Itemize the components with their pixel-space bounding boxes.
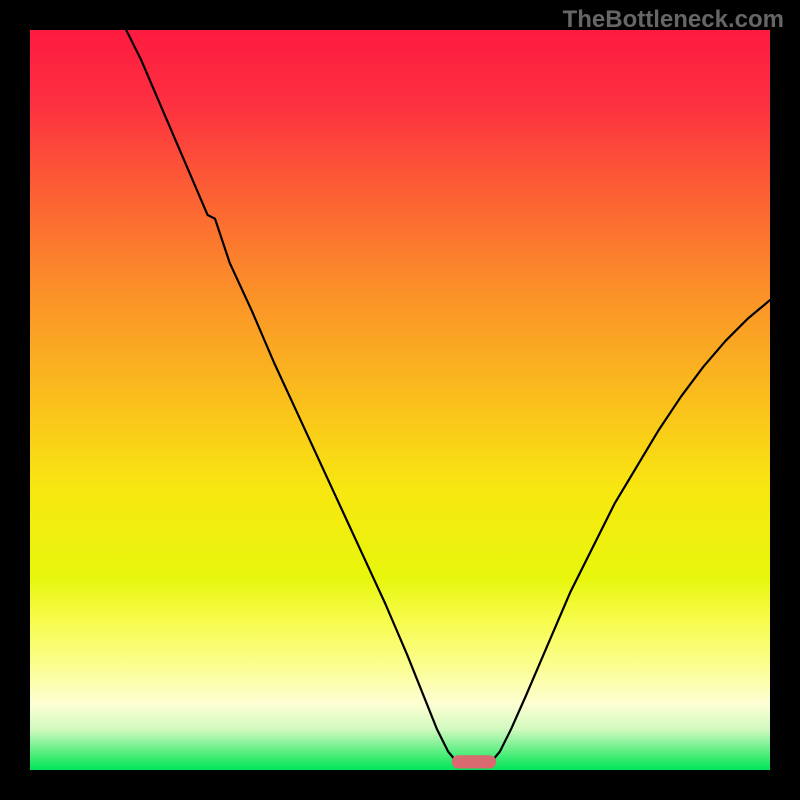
chart-stage: TheBottleneck.com — [0, 0, 800, 800]
optimum-marker — [452, 755, 496, 768]
plot-svg — [30, 30, 770, 770]
plot-area — [30, 30, 770, 770]
gradient-background — [30, 30, 770, 770]
